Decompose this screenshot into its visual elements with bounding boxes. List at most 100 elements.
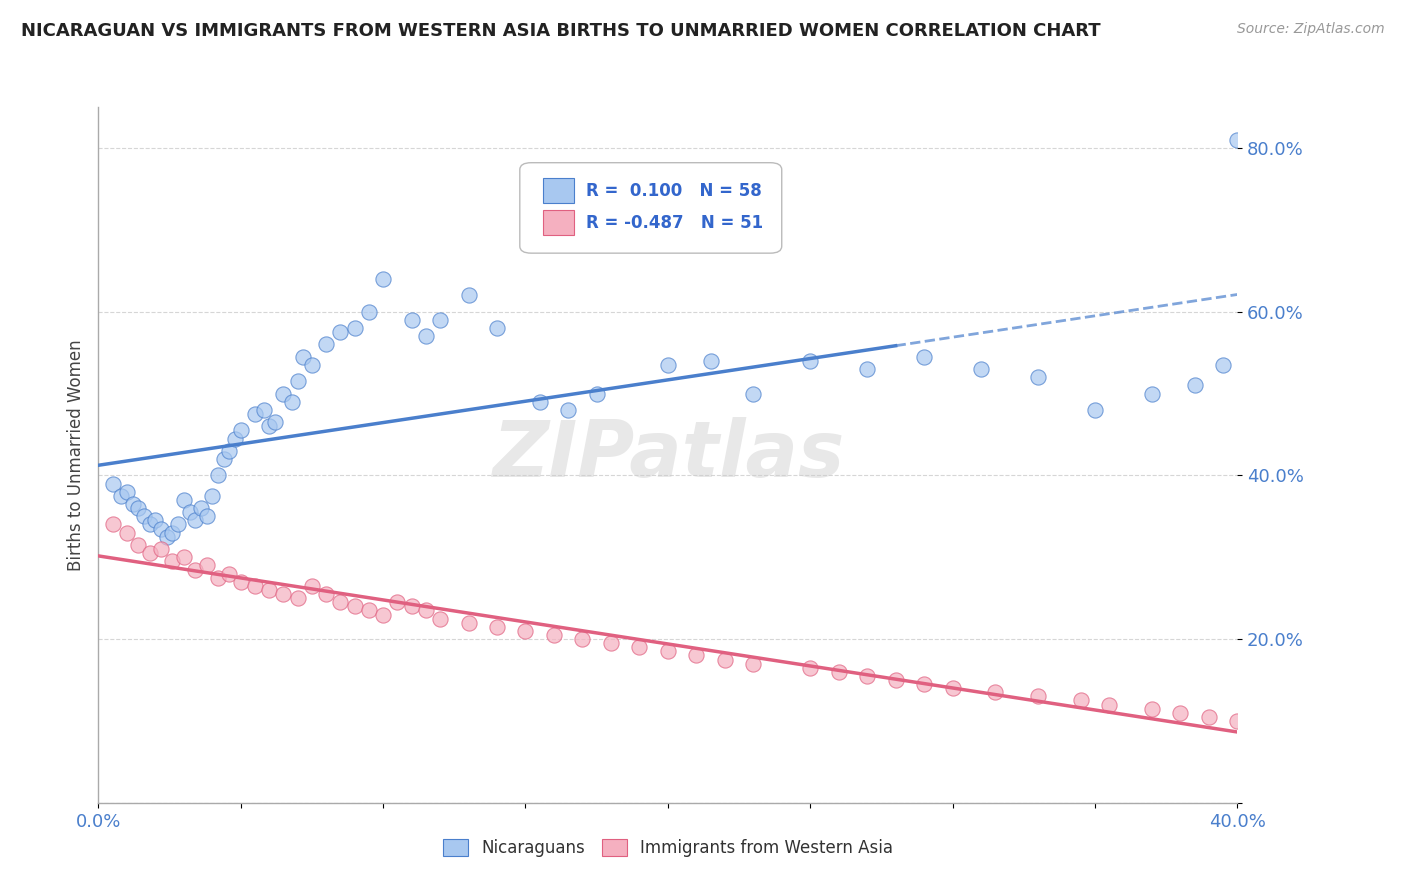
Point (156, 530, 179, 544)
Point (252, 403, 274, 417)
Y-axis label: Births to Unmarried Women: Births to Unmarried Women (66, 339, 84, 571)
Point (1026, 690, 1049, 704)
Point (1098, 698, 1121, 712)
Point (1226, 133, 1249, 147)
Point (315, 587, 337, 601)
Point (1226, 714, 1249, 728)
Text: NICARAGUAN VS IMMIGRANTS FROM WESTERN ASIA BIRTHS TO UNMARRIED WOMEN CORRELATION: NICARAGUAN VS IMMIGRANTS FROM WESTERN AS… (21, 22, 1101, 40)
Point (457, 615, 479, 630)
Point (1140, 701, 1163, 715)
Point (212, 452, 235, 467)
Point (486, 620, 509, 634)
Point (1198, 710, 1220, 724)
FancyBboxPatch shape (520, 162, 782, 253)
Point (415, 603, 437, 617)
Point (799, 661, 821, 675)
Text: Source: ZipAtlas.com: Source: ZipAtlas.com (1237, 22, 1385, 37)
Point (121, 497, 143, 511)
Point (1084, 403, 1107, 417)
Point (970, 362, 993, 376)
Point (685, 648, 707, 663)
Point (207, 571, 229, 585)
Point (115, 525, 138, 540)
Point (828, 665, 851, 679)
Point (259, 419, 281, 434)
Point (543, 628, 565, 642)
Point (201, 489, 224, 503)
Point (315, 337, 337, 351)
Point (195, 509, 218, 524)
Point (373, 272, 395, 286)
Point (984, 685, 1007, 699)
Point (218, 443, 240, 458)
Point (292, 350, 315, 364)
Point (515, 624, 537, 638)
Point (207, 468, 229, 483)
Point (264, 415, 287, 429)
Point (224, 432, 246, 446)
Point (229, 423, 252, 437)
Point (329, 595, 352, 609)
Point (229, 574, 252, 589)
Point (301, 358, 323, 372)
Point (856, 669, 879, 683)
Point (343, 599, 366, 614)
Point (110, 489, 132, 503)
Text: R = -0.487   N = 51: R = -0.487 N = 51 (586, 213, 763, 232)
Point (145, 513, 167, 527)
Point (273, 386, 295, 401)
Point (657, 358, 679, 372)
Point (714, 652, 737, 666)
Point (357, 603, 380, 617)
Point (884, 673, 907, 687)
Point (486, 321, 509, 335)
Point (173, 550, 195, 565)
Point (742, 386, 765, 401)
Point (138, 517, 160, 532)
Point (301, 579, 323, 593)
Point (357, 304, 380, 318)
Point (387, 595, 409, 609)
Point (218, 566, 240, 581)
Point (162, 525, 184, 540)
Point (457, 288, 479, 302)
Point (287, 374, 309, 388)
Point (1026, 370, 1049, 384)
Point (856, 362, 879, 376)
Point (162, 554, 184, 568)
Point (415, 329, 437, 343)
Point (529, 394, 551, 409)
Point (1140, 386, 1163, 401)
Point (138, 546, 160, 560)
Text: R =  0.100   N = 58: R = 0.100 N = 58 (586, 182, 762, 200)
Point (912, 350, 935, 364)
Bar (543, 178, 575, 203)
Point (281, 394, 304, 409)
Point (127, 501, 149, 516)
Point (195, 558, 218, 573)
Point (101, 517, 124, 532)
Point (571, 632, 593, 646)
Point (243, 407, 266, 421)
Point (401, 313, 423, 327)
Point (243, 579, 266, 593)
Point (101, 476, 124, 491)
Point (184, 562, 207, 576)
Point (1184, 378, 1206, 392)
Point (373, 607, 395, 622)
Point (184, 513, 207, 527)
Point (115, 484, 138, 499)
Point (287, 591, 309, 606)
Point (329, 325, 352, 339)
Point (942, 681, 965, 696)
Point (742, 657, 765, 671)
Text: ZIPatlas: ZIPatlas (492, 417, 844, 493)
Point (585, 386, 607, 401)
Point (429, 313, 451, 327)
Point (167, 517, 190, 532)
Point (343, 321, 366, 335)
Point (273, 587, 295, 601)
Legend: Nicaraguans, Immigrants from Western Asia: Nicaraguans, Immigrants from Western Asi… (436, 832, 900, 864)
Point (1070, 693, 1092, 707)
Point (557, 403, 579, 417)
